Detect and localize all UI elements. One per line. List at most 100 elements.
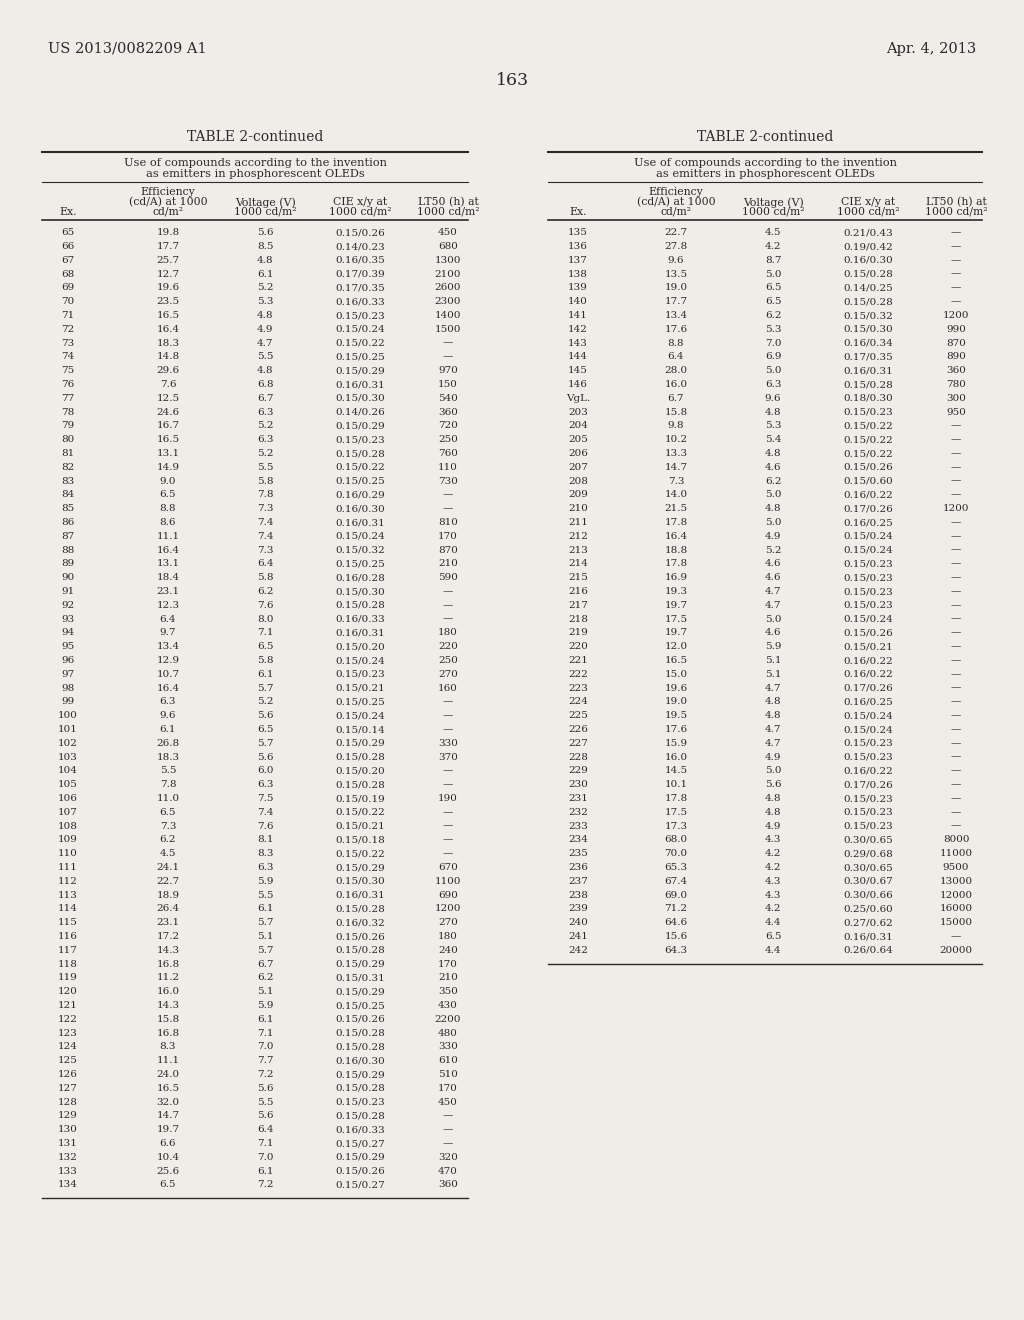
- Text: 7.4: 7.4: [257, 532, 273, 541]
- Text: 5.6: 5.6: [257, 228, 273, 238]
- Text: 6.6: 6.6: [160, 1139, 176, 1148]
- Text: 0.16/0.33: 0.16/0.33: [335, 1125, 385, 1134]
- Text: 11.1: 11.1: [157, 532, 179, 541]
- Text: 180: 180: [438, 628, 458, 638]
- Text: 0.15/0.23: 0.15/0.23: [335, 436, 385, 445]
- Text: 0.15/0.24: 0.15/0.24: [335, 711, 385, 721]
- Text: 15.9: 15.9: [665, 739, 687, 748]
- Text: 5.9: 5.9: [257, 1001, 273, 1010]
- Text: 128: 128: [58, 1098, 78, 1106]
- Text: 100: 100: [58, 711, 78, 721]
- Text: 5.1: 5.1: [765, 669, 781, 678]
- Text: 0.14/0.26: 0.14/0.26: [335, 408, 385, 417]
- Text: 6.1: 6.1: [257, 1167, 273, 1176]
- Text: 91: 91: [61, 587, 75, 597]
- Text: 1000 cd/m²: 1000 cd/m²: [925, 207, 987, 216]
- Text: 4.8: 4.8: [765, 711, 781, 721]
- Text: 76: 76: [61, 380, 75, 389]
- Text: 6.1: 6.1: [257, 269, 273, 279]
- Text: 0.15/0.25: 0.15/0.25: [335, 1001, 385, 1010]
- Text: —: —: [442, 615, 454, 623]
- Text: 1300: 1300: [435, 256, 461, 265]
- Text: 5.6: 5.6: [257, 1111, 273, 1121]
- Text: 4.7: 4.7: [765, 739, 781, 748]
- Text: 19.3: 19.3: [665, 587, 687, 597]
- Text: —: —: [951, 795, 962, 803]
- Text: 6.2: 6.2: [257, 587, 273, 597]
- Text: 6.5: 6.5: [160, 1180, 176, 1189]
- Text: 135: 135: [568, 228, 588, 238]
- Text: 4.3: 4.3: [765, 836, 781, 845]
- Text: 7.1: 7.1: [257, 628, 273, 638]
- Text: 0.16/0.22: 0.16/0.22: [843, 669, 893, 678]
- Text: 0.16/0.22: 0.16/0.22: [843, 491, 893, 499]
- Text: Voltage (V): Voltage (V): [742, 197, 804, 207]
- Text: 0.16/0.22: 0.16/0.22: [843, 656, 893, 665]
- Text: 6.2: 6.2: [765, 312, 781, 319]
- Text: 0.15/0.26: 0.15/0.26: [335, 1167, 385, 1176]
- Text: 142: 142: [568, 325, 588, 334]
- Text: 5.8: 5.8: [257, 656, 273, 665]
- Text: 13.4: 13.4: [665, 312, 687, 319]
- Text: 450: 450: [438, 228, 458, 238]
- Text: 690: 690: [438, 891, 458, 900]
- Text: LT50 (h) at: LT50 (h) at: [926, 197, 986, 207]
- Text: 6.1: 6.1: [257, 1015, 273, 1024]
- Text: 7.3: 7.3: [257, 545, 273, 554]
- Text: 24.1: 24.1: [157, 863, 179, 873]
- Text: cd/m²: cd/m²: [153, 207, 183, 216]
- Text: 19.5: 19.5: [665, 711, 687, 721]
- Text: 0.15/0.20: 0.15/0.20: [335, 767, 385, 775]
- Text: 124: 124: [58, 1043, 78, 1052]
- Text: 14.3: 14.3: [157, 1001, 179, 1010]
- Text: 210: 210: [438, 973, 458, 982]
- Text: 5.5: 5.5: [257, 463, 273, 471]
- Text: 8.1: 8.1: [257, 836, 273, 845]
- Text: 0.29/0.68: 0.29/0.68: [843, 849, 893, 858]
- Text: 120: 120: [58, 987, 78, 997]
- Text: 66: 66: [61, 242, 75, 251]
- Text: 0.15/0.25: 0.15/0.25: [335, 560, 385, 569]
- Text: 0.16/0.31: 0.16/0.31: [843, 932, 893, 941]
- Text: 870: 870: [438, 545, 458, 554]
- Text: 0.15/0.18: 0.15/0.18: [335, 836, 385, 845]
- Text: —: —: [442, 339, 454, 347]
- Text: 8.8: 8.8: [160, 504, 176, 513]
- Text: cd/m²: cd/m²: [660, 207, 691, 216]
- Text: 1500: 1500: [435, 325, 461, 334]
- Text: 16.8: 16.8: [157, 1028, 179, 1038]
- Text: 65.3: 65.3: [665, 863, 687, 873]
- Text: 216: 216: [568, 587, 588, 597]
- Text: 0.15/0.28: 0.15/0.28: [335, 1028, 385, 1038]
- Text: 64.6: 64.6: [665, 919, 687, 927]
- Text: 4.4: 4.4: [765, 919, 781, 927]
- Text: 4.6: 4.6: [765, 463, 781, 471]
- Text: 232: 232: [568, 808, 588, 817]
- Text: 24.6: 24.6: [157, 408, 179, 417]
- Text: 0.15/0.28: 0.15/0.28: [335, 1043, 385, 1052]
- Text: 239: 239: [568, 904, 588, 913]
- Text: 0.15/0.24: 0.15/0.24: [843, 725, 893, 734]
- Text: 0.17/0.26: 0.17/0.26: [843, 780, 893, 789]
- Text: 14.0: 14.0: [665, 491, 687, 499]
- Text: —: —: [951, 628, 962, 638]
- Text: 170: 170: [438, 960, 458, 969]
- Text: 73: 73: [61, 339, 75, 347]
- Text: 207: 207: [568, 463, 588, 471]
- Text: 170: 170: [438, 532, 458, 541]
- Text: 13000: 13000: [939, 876, 973, 886]
- Text: 16.0: 16.0: [157, 987, 179, 997]
- Text: 130: 130: [58, 1125, 78, 1134]
- Text: 17.6: 17.6: [665, 325, 687, 334]
- Text: 16.0: 16.0: [665, 752, 687, 762]
- Text: 121: 121: [58, 1001, 78, 1010]
- Text: 16.5: 16.5: [157, 436, 179, 445]
- Text: 0.16/0.33: 0.16/0.33: [335, 297, 385, 306]
- Text: 6.3: 6.3: [765, 380, 781, 389]
- Text: 1200: 1200: [435, 904, 461, 913]
- Text: 0.15/0.28: 0.15/0.28: [335, 752, 385, 762]
- Text: 9.0: 9.0: [160, 477, 176, 486]
- Text: 6.7: 6.7: [257, 960, 273, 969]
- Text: 6.0: 6.0: [257, 767, 273, 775]
- Text: 115: 115: [58, 919, 78, 927]
